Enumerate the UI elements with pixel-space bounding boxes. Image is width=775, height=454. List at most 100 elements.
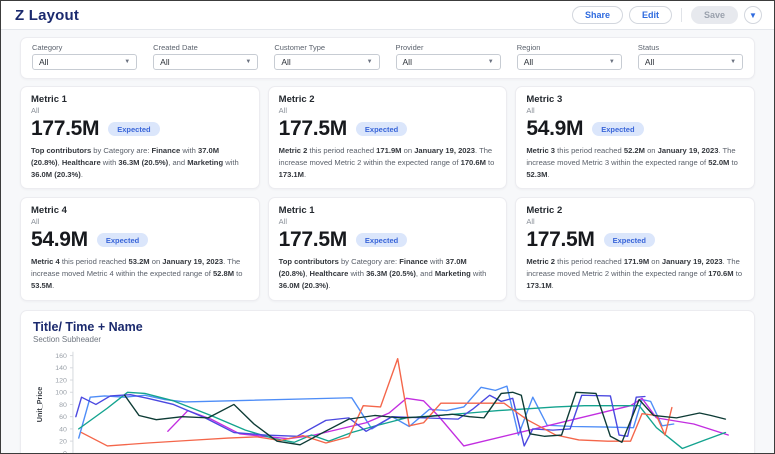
- line-chart[interactable]: 020406080100120140160Feb 2023Mar 2023Apr…: [33, 346, 742, 453]
- metric-card[interactable]: Metric 4 All 54.9M Expected Metric 4 thi…: [20, 197, 260, 301]
- metric-scope: All: [526, 106, 535, 115]
- filter-group-provider: Provider All ▼: [395, 43, 501, 70]
- status-badge: Expected: [96, 233, 149, 248]
- filter-label: Customer Type: [274, 43, 326, 52]
- filter-selected-value: All: [402, 57, 412, 67]
- chevron-down-icon: ▼: [245, 59, 252, 65]
- metric-value-row: 54.9M Expected: [31, 228, 249, 252]
- metric-value: 177.5M: [31, 117, 100, 140]
- save-button[interactable]: Save: [690, 6, 738, 24]
- metric-value: 177.5M: [526, 228, 595, 252]
- metric-title: Metric 1: [278, 205, 315, 217]
- metric-value: 54.9M: [31, 228, 88, 252]
- filter-group-status: Status All ▼: [637, 43, 744, 70]
- metric-value-row: 177.5M Expected: [31, 117, 249, 141]
- metric-title: Metric 2: [278, 94, 315, 105]
- page-title: Z Layout: [15, 6, 80, 24]
- filter-group-created-date: Created Date All ▼: [153, 43, 259, 70]
- series-line-uk: [80, 357, 673, 447]
- status-badge: Expected: [108, 122, 160, 136]
- filter-selected-value: All: [523, 57, 534, 67]
- metric-scope: All: [278, 106, 287, 115]
- more-options-button[interactable]: ▼: [744, 6, 762, 24]
- share-button[interactable]: Share: [571, 6, 623, 24]
- filter-label: Created Date: [153, 43, 198, 52]
- metric-card[interactable]: Metric 2 All 177.5M Expected Metric 2 th…: [267, 86, 508, 190]
- metric-description: Metric 2 this period reached 171.9M on J…: [526, 257, 743, 290]
- series-line-mexico: [75, 393, 646, 447]
- filter-group-region: Region All ▼: [516, 43, 622, 70]
- metric-scope: All: [31, 217, 40, 227]
- metric-cards-grid: Metric 1 All 177.5M Expected Top contrib…: [20, 86, 755, 301]
- metric-title: Metric 2: [526, 205, 563, 217]
- svg-text:80: 80: [59, 402, 67, 409]
- metric-scope: All: [278, 217, 287, 227]
- dashboard-content: Category All ▼ Created Date All ▼ Custom…: [1, 30, 774, 453]
- app-header: Z Layout Share Edit Save ▼: [1, 1, 774, 30]
- filter-select[interactable]: All ▼: [32, 54, 138, 70]
- filter-select[interactable]: All ▼: [274, 54, 380, 70]
- metric-card[interactable]: Metric 3 All 54.9M Expected Metric 3 thi…: [515, 86, 755, 190]
- metric-value-row: 177.5M Expected: [526, 228, 744, 252]
- status-badge: Expected: [592, 122, 644, 136]
- filter-select[interactable]: All ▼: [516, 54, 622, 70]
- filter-selected-value: All: [39, 57, 49, 67]
- metric-description: Top contributors by Category are: Financ…: [278, 257, 487, 290]
- chevron-down-icon: ▼: [608, 59, 615, 65]
- series-line-usa: [123, 391, 727, 446]
- svg-text:100: 100: [55, 389, 67, 396]
- filter-select[interactable]: All ▼: [637, 54, 744, 70]
- chevron-down-icon: ▼: [730, 59, 737, 65]
- chevron-down-icon: ▼: [124, 59, 131, 65]
- svg-text:Unit_Price: Unit_Price: [35, 386, 44, 421]
- status-badge: Expected: [355, 122, 408, 136]
- header-actions: Share Edit Save ▼: [571, 6, 762, 24]
- metric-card[interactable]: Metric 1 All 177.5M Expected Top contrib…: [267, 197, 508, 301]
- status-badge: Expected: [603, 233, 655, 248]
- metric-title: Metric 4: [31, 205, 67, 217]
- chevron-down-icon: ▼: [749, 10, 757, 20]
- svg-text:160: 160: [55, 353, 67, 360]
- filter-bar: Category All ▼ Created Date All ▼ Custom…: [20, 37, 755, 79]
- filter-selected-value: All: [281, 57, 291, 67]
- metric-value: 54.9M: [526, 117, 584, 140]
- series-line-france: [167, 397, 729, 447]
- filter-label: Status: [637, 43, 660, 52]
- filter-select[interactable]: All ▼: [153, 54, 259, 70]
- edit-button[interactable]: Edit: [628, 6, 672, 24]
- metric-title: Metric 3: [526, 94, 563, 105]
- svg-text:140: 140: [55, 365, 67, 372]
- metric-description: Top contributors by Category are: Financ…: [31, 146, 239, 179]
- filter-select[interactable]: All ▼: [395, 54, 501, 70]
- svg-text:0: 0: [63, 450, 67, 453]
- filter-selected-value: All: [160, 57, 170, 67]
- header-divider: [680, 8, 682, 22]
- metric-description: Metric 4 this period reached 53.2M on Ja…: [31, 257, 243, 290]
- metric-description: Metric 3 this period reached 52.2M on Ja…: [526, 146, 738, 179]
- metric-value: 177.5M: [278, 228, 348, 252]
- chevron-down-icon: ▼: [366, 59, 373, 65]
- svg-text:20: 20: [59, 438, 67, 445]
- series-line-canada: [78, 385, 675, 439]
- metric-value-row: 177.5M Expected: [279, 228, 497, 252]
- metric-value: 177.5M: [278, 117, 348, 140]
- filter-label: Region: [516, 43, 541, 52]
- chevron-down-icon: ▼: [487, 59, 494, 65]
- filter-selected-value: All: [644, 57, 655, 67]
- metric-card[interactable]: Metric 1 All 177.5M Expected Top contrib…: [20, 86, 260, 190]
- metric-description: Metric 2 this period reached 171.9M on J…: [278, 146, 495, 179]
- chart-card: Title/ Time + Name Section Subheader 0 20…: [20, 309, 755, 453]
- status-badge: Expected: [355, 233, 408, 248]
- metric-scope: All: [526, 217, 535, 227]
- metric-scope: All: [31, 106, 40, 115]
- metric-title: Metric 1: [31, 94, 67, 105]
- filter-label: Provider: [395, 43, 424, 52]
- filter-group-category: Category All ▼: [32, 43, 138, 70]
- metric-value-row: 177.5M Expected: [279, 117, 497, 141]
- chart-title: Title/ Time + Name: [33, 319, 143, 334]
- chart-subtitle: Section Subheader: [33, 334, 102, 344]
- metric-card[interactable]: Metric 2 All 177.5M Expected Metric 2 th…: [515, 197, 755, 301]
- svg-text:40: 40: [59, 426, 67, 433]
- svg-text:60: 60: [59, 414, 67, 421]
